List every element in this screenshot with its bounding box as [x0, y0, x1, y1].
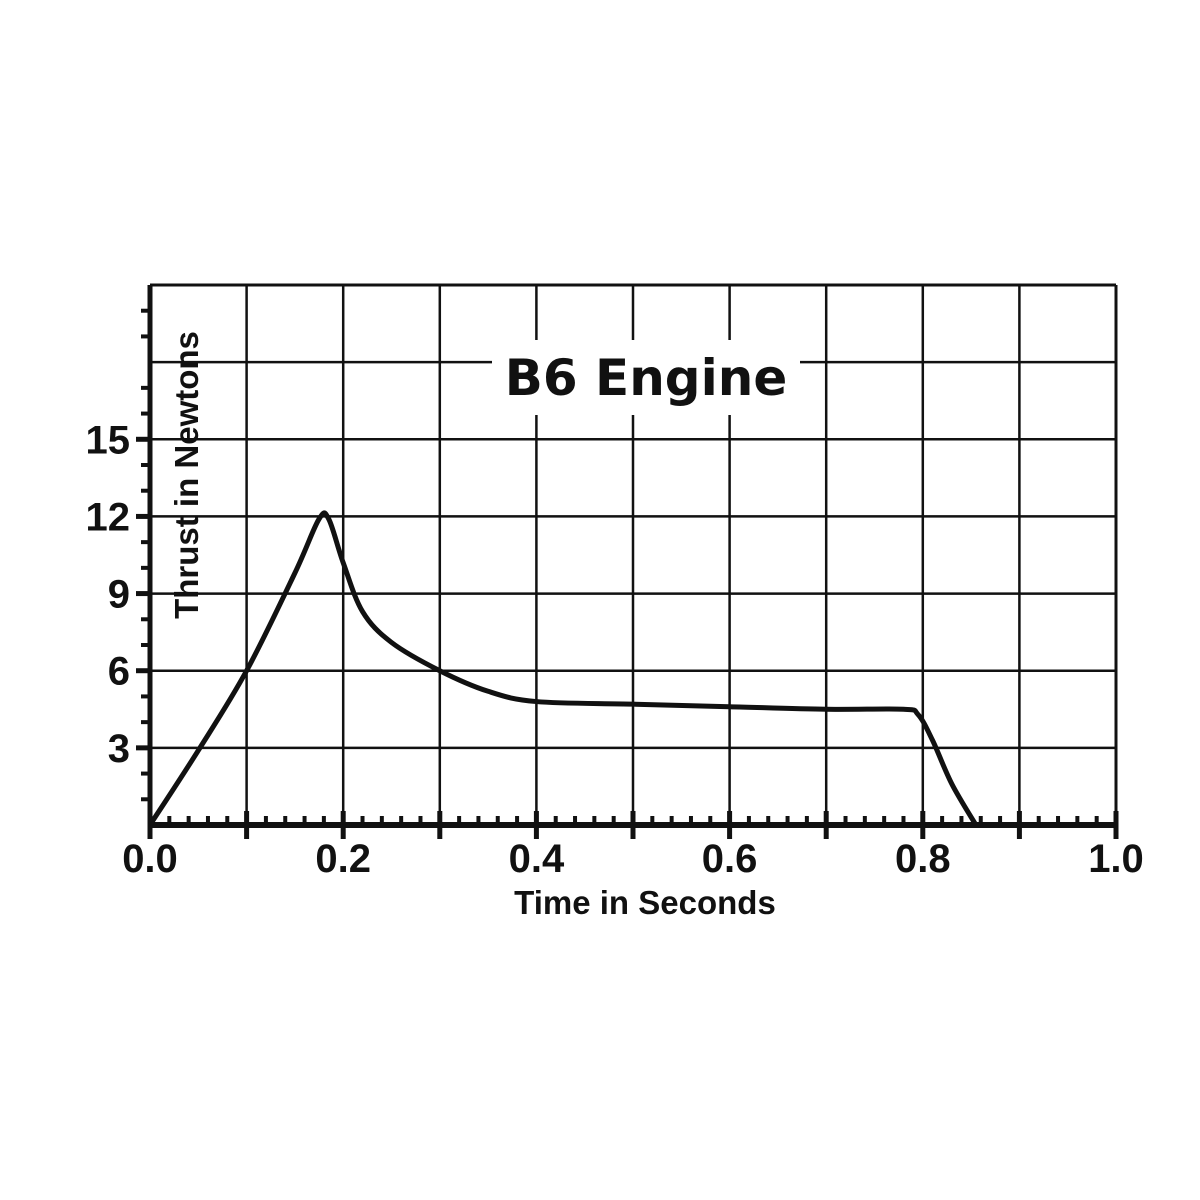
chart-title: B6 Engine	[505, 349, 788, 407]
y-tick-label: 12	[86, 495, 131, 539]
x-tick-label: 0.8	[895, 837, 951, 881]
y-tick-label: 6	[108, 650, 130, 694]
x-tick-label: 0.0	[122, 837, 178, 881]
title-background	[492, 340, 800, 415]
x-tick-label: 0.2	[315, 837, 371, 881]
x-tick-label: 0.4	[509, 837, 565, 881]
axis-ticks	[136, 308, 1119, 839]
y-tick-label: 15	[86, 418, 131, 462]
y-tick-label: 9	[108, 573, 130, 617]
thrust-curve-line	[147, 510, 979, 827]
y-tick-label: 3	[108, 727, 130, 771]
x-axis-label: Time in Seconds	[514, 884, 776, 921]
tick-labels: 0.0 0.2 0.4 0.6 0.8 1.0 3 6 9 12 15	[86, 418, 1144, 881]
y-axis-label: Thrust in Newtons	[168, 331, 205, 619]
x-tick-label: 1.0	[1088, 837, 1144, 881]
x-tick-label: 0.6	[702, 837, 758, 881]
